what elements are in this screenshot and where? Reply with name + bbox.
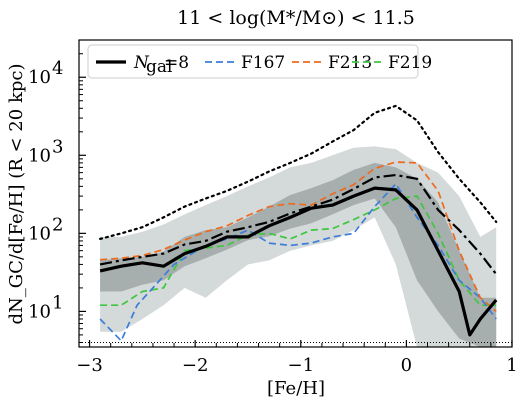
y-tick-label: 10 xyxy=(28,301,51,322)
series-lines xyxy=(79,104,512,343)
series-dashdot-line xyxy=(99,173,498,275)
y-tick-exponent: 3 xyxy=(52,136,63,157)
y-tick-label: 10 xyxy=(28,67,51,88)
x-tick-label: −2 xyxy=(182,355,209,376)
uncertainty-bands xyxy=(100,146,497,347)
legend-label: =8 xyxy=(164,53,189,73)
legend-label: F167 xyxy=(241,53,285,73)
y-tick-exponent: 4 xyxy=(52,58,63,79)
y-axis-label: dN_GC/d[Fe/H] (R < 20 kpc) xyxy=(6,64,27,325)
series-f219-line xyxy=(100,195,497,307)
series-f213-line xyxy=(100,161,497,313)
y-tick-label: 10 xyxy=(28,145,51,166)
x-tick-label: −3 xyxy=(76,355,103,376)
legend-label-symbol: N xyxy=(133,53,150,73)
legend-box xyxy=(87,44,419,79)
y-tick-exponent: 2 xyxy=(52,214,63,235)
legend-label: F219 xyxy=(388,53,432,73)
band-inner-range xyxy=(100,162,497,347)
series-n-gal-8-line xyxy=(99,186,498,337)
legend-label: F213 xyxy=(328,53,372,73)
x-axis-label: [Fe/H] xyxy=(267,378,325,399)
x-tick-label: 0 xyxy=(401,355,412,376)
legend-label-subscript: gal xyxy=(146,57,172,77)
y-tick-exponent: 1 xyxy=(52,292,63,313)
x-tick-label: 1 xyxy=(506,355,517,376)
chart-title: 11 < log(M*/M⊙) < 11.5 xyxy=(177,7,415,29)
series-dotted-line xyxy=(98,104,498,240)
y-tick-label: 10 xyxy=(28,223,51,244)
x-tick-label: −1 xyxy=(288,355,315,376)
plot-frame xyxy=(78,39,513,348)
